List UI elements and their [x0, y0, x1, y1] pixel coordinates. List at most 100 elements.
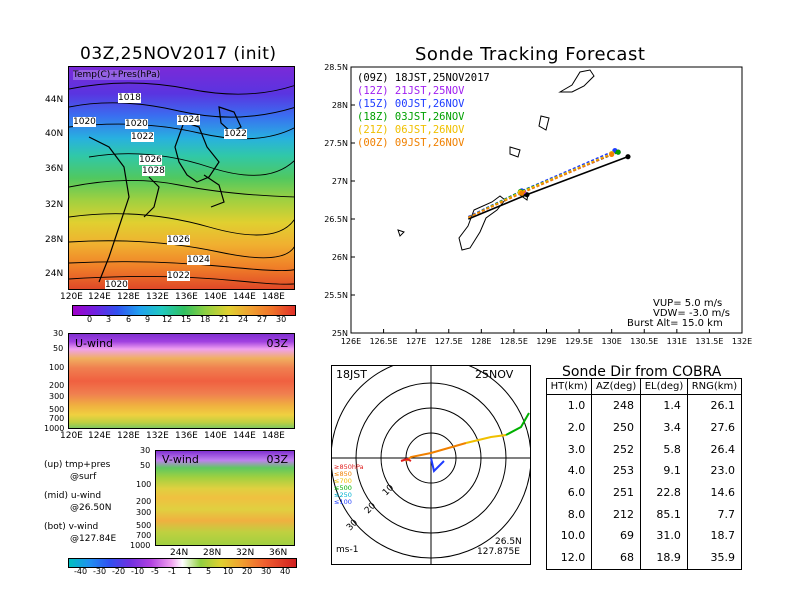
lon-tick: 140E: [204, 292, 227, 302]
legend-entry: (21Z) 06JST,26NOV: [357, 124, 465, 136]
lon-tick: 136E: [175, 431, 198, 441]
legend-entry: (18Z) 03JST,26NOV: [357, 111, 465, 123]
isobar-label: 1024: [187, 255, 210, 265]
p-tick: 500: [136, 521, 152, 530]
cell-rng: 23.0: [686, 460, 742, 482]
cell-el: 9.1: [640, 460, 688, 482]
u-wind-panel: U-wind 03Z: [68, 333, 295, 429]
p-tick: 200: [136, 497, 152, 506]
lat-tick: 44N: [45, 95, 64, 105]
level-entry: ≤500: [334, 484, 352, 492]
isobar-label: 1026: [139, 155, 162, 165]
colorbar-tick: 15: [181, 315, 192, 324]
cell-az: 69: [591, 525, 641, 547]
cell-ht: 4.0: [567, 464, 586, 478]
lat-tick: 40N: [45, 129, 64, 139]
x-tick-label: 131.5E: [695, 337, 723, 346]
hodo-lon: 127.875E: [477, 547, 520, 557]
lat-tick: 36N: [269, 548, 288, 558]
cell-az: 251: [591, 481, 641, 504]
lon-tick: 148E: [262, 292, 285, 302]
lat-tick: 24N: [45, 269, 64, 279]
isobar-label: 1022: [167, 271, 190, 281]
colorbar-tick: 30: [276, 315, 287, 324]
isobar-label: 1020: [125, 119, 148, 129]
p-tick: 1000: [44, 424, 65, 433]
y-tick-label: 26.5N: [324, 215, 348, 224]
cell-ht: 6.0: [567, 486, 586, 500]
legend-entry: (12Z) 21JST,25NOV: [357, 85, 465, 97]
p-tick: 100: [49, 363, 65, 372]
v-wind-time: 03Z: [266, 453, 288, 466]
colorbar-tick: -10: [131, 567, 145, 576]
cell-rng: 35.9: [686, 546, 742, 569]
cell-el: 1.4: [640, 394, 688, 417]
hodograph: 10 20 30: [331, 365, 531, 565]
legend-bot-level: @127.84E: [70, 534, 117, 544]
range-rings: [331, 365, 531, 565]
colorbar-tick: 3: [106, 315, 112, 324]
track-point: [615, 149, 621, 155]
cell-az: 250: [591, 416, 641, 439]
p-tick: 300: [49, 392, 65, 401]
lon-tick: 128E: [117, 431, 140, 441]
isobar-label: 1022: [131, 132, 154, 142]
colorbar-tick: -30: [93, 567, 107, 576]
track-line: [467, 149, 616, 218]
legend-mid: (mid) u-wind: [44, 491, 102, 501]
temp-colorbar: [72, 305, 296, 316]
hodo-blue: [430, 457, 445, 473]
colorbar-tick: 21: [219, 315, 230, 324]
tracking-axis-ticks: 126E 126.5E 127E 127.5E 128E 128.5E 129E 129.5E…: [324, 63, 752, 346]
x-tick-label: 130E: [602, 337, 622, 346]
p-tick: 50: [53, 344, 64, 353]
level-entry: ≤700: [334, 477, 352, 485]
colorbar-tick: 18: [200, 315, 211, 324]
surface-map: Temp(C)+Pres(hPa) 1018 1020 1020 1024 10…: [68, 66, 295, 290]
table-row: 3.0 252 5.8 26.4: [547, 438, 742, 461]
isobar-overlay: [69, 82, 294, 285]
lon-tick: 124E: [88, 431, 111, 441]
colorbar-tick: 30: [261, 567, 272, 576]
colorbar-tick: 20: [242, 567, 253, 576]
table-header-row: HT(km) AZ(deg) EL(deg) RNG(km): [546, 378, 742, 395]
cell-ht: 12.0: [560, 551, 586, 565]
lon-tick: 120E: [60, 292, 83, 302]
lon-tick: 144E: [233, 292, 256, 302]
cell-el: 85.1: [640, 503, 688, 526]
param-burst: Burst Alt= 15.0 km: [627, 318, 723, 329]
isobar-label: 1020: [105, 280, 128, 290]
table-title: Sonde Dir from COBRA: [562, 364, 722, 380]
isobar-label: 1024: [177, 115, 200, 125]
param-vdw: VDW= -3.0 m/s: [653, 308, 730, 319]
lon-tick: 148E: [262, 431, 285, 441]
isobar-label: 1028: [142, 166, 165, 176]
legend-entry: (15Z) 00JST,26NOV: [357, 98, 465, 110]
cell-el: 18.9: [640, 546, 688, 569]
x-tick-label: 129E: [536, 337, 556, 346]
hodo-green: [505, 412, 530, 436]
p-tick: 100: [136, 480, 152, 489]
colorbar-tick: -1: [168, 567, 176, 576]
cell-rng: 14.6: [686, 481, 742, 504]
table-row: 12.0 68 18.9 35.9: [547, 546, 742, 569]
tracking-title: Sonde Tracking Forecast: [415, 44, 646, 65]
legend-bot: (bot) v-wind: [44, 522, 99, 532]
track-point: [524, 192, 530, 198]
y-tick-label: 25N: [332, 329, 348, 338]
track-series: [467, 148, 631, 220]
cell-az: 68: [591, 546, 641, 569]
cell-rng: 18.7: [686, 525, 742, 547]
cell-ht: 8.0: [567, 507, 586, 521]
x-tick-label: 127E: [406, 337, 426, 346]
track-point: [625, 154, 631, 160]
lon-tick: 132E: [146, 292, 169, 302]
lat-tick: 36N: [45, 164, 64, 174]
colorbar-tick: 10: [223, 567, 234, 576]
cell-ht: 10.0: [560, 529, 586, 543]
isobar-label: 1020: [73, 117, 96, 127]
lon-tick: 144E: [233, 431, 256, 441]
y-tick-label: 27N: [332, 177, 348, 186]
cell-az: 248: [591, 394, 641, 417]
x-tick-label: 128E: [471, 337, 491, 346]
